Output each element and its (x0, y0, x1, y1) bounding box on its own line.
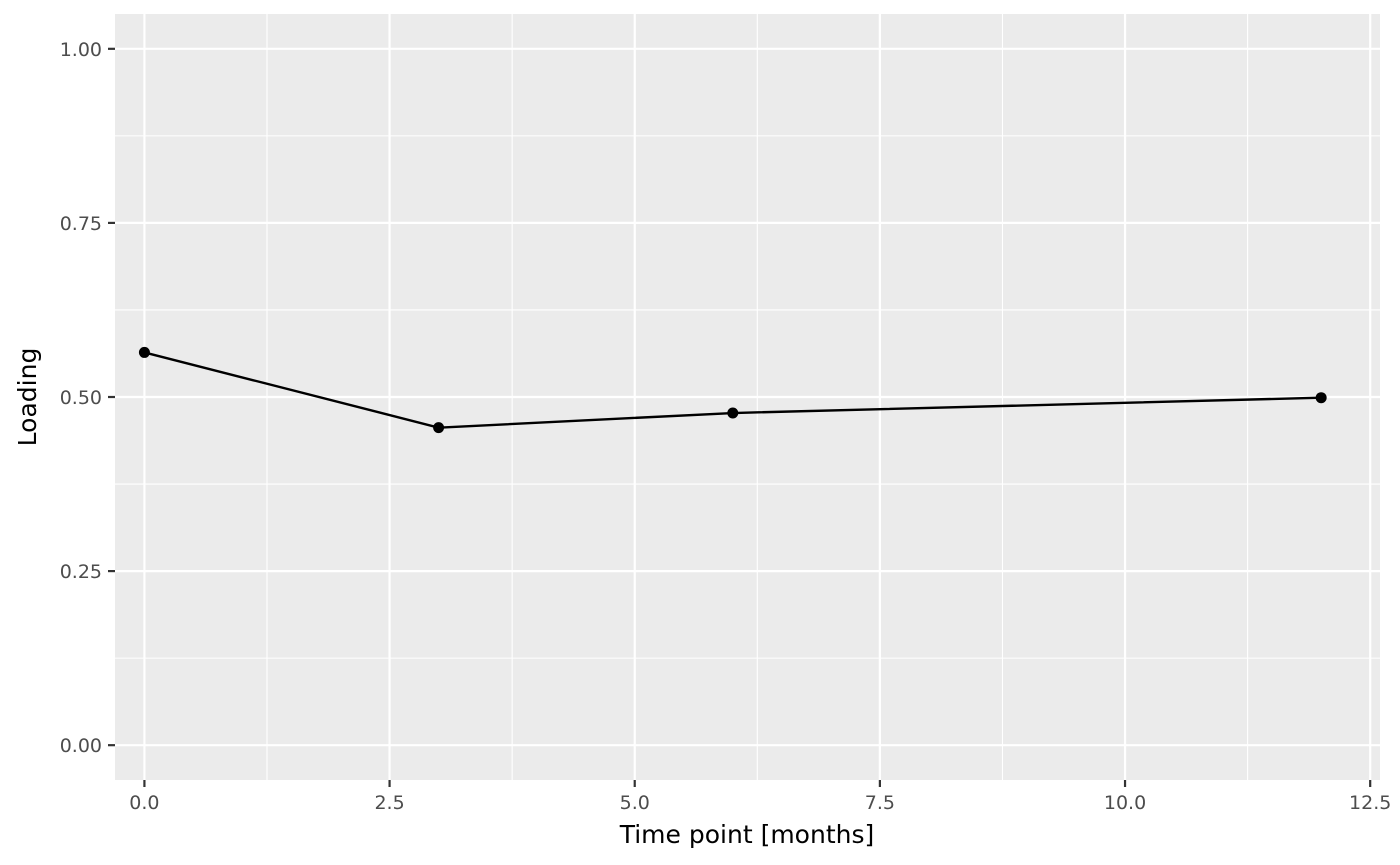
y-tick-label: 0.00 (60, 735, 102, 757)
y-tick-label: 1.00 (60, 39, 102, 61)
series-line (144, 351, 1322, 429)
x-axis-title: Time point [months] (619, 820, 875, 849)
data-point (1315, 392, 1327, 404)
x-tick-label: 0.0 (129, 792, 159, 814)
x-axis: 0.0 2.5 5.0 7.5 10.0 12.5 (129, 780, 1391, 814)
y-axis: 0.00 0.25 0.50 0.75 1.00 (60, 39, 115, 757)
x-tick-label: 5.0 (620, 792, 650, 814)
y-tick-label: 0.25 (60, 561, 102, 583)
x-tick-label: 7.5 (865, 792, 895, 814)
series-layer (138, 346, 1327, 434)
y-tick-label: 0.75 (60, 213, 102, 235)
data-point (727, 407, 739, 419)
x-tick-label: 12.5 (1349, 792, 1391, 814)
x-tick-label: 2.5 (374, 792, 404, 814)
data-point (138, 346, 150, 358)
x-tick-label: 10.0 (1104, 792, 1146, 814)
y-axis-title: Loading (13, 348, 42, 447)
major-gridlines (115, 14, 1380, 780)
data-point (433, 422, 445, 434)
y-tick-label: 0.50 (60, 387, 102, 409)
